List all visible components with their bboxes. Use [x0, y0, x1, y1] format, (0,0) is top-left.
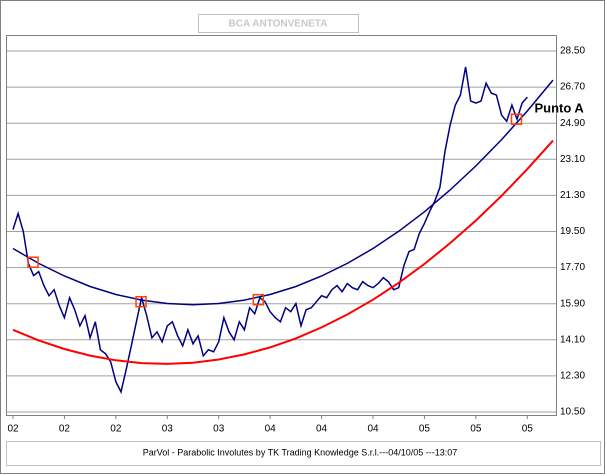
footer-box — [6, 441, 601, 466]
y-tick-label: 24.90 — [560, 118, 585, 129]
annotation: Punto A — [534, 101, 584, 116]
highlight-marker — [27, 256, 39, 268]
y-tick-label: 17.70 — [560, 262, 585, 273]
x-tick-label: 04 — [367, 424, 379, 435]
highlight-marker — [252, 293, 265, 306]
x-tick-label: 04 — [265, 424, 277, 435]
x-tick-label: 05 — [470, 424, 482, 435]
x-tick-label: 04 — [316, 424, 328, 435]
y-tick-label: 10.50 — [560, 407, 585, 418]
y-tick-label: 26.70 — [560, 82, 585, 93]
footer: ParVol - Parabolic Involutes by TK Tradi… — [143, 447, 458, 457]
x-tick-label: 03 — [162, 424, 174, 435]
chart-title: BCA ANTONVENETA — [229, 19, 328, 30]
x-tick-label: 05 — [419, 424, 431, 435]
y-tick-label: 21.30 — [560, 190, 585, 201]
x-tick-label: 03 — [213, 424, 225, 435]
line-series — [12, 66, 528, 395]
highlight-marker — [510, 113, 523, 125]
x-tick-label: 02 — [59, 424, 71, 435]
plot-frame — [6, 35, 557, 416]
title-box — [198, 14, 359, 33]
highlight-marker — [135, 295, 147, 308]
y-tick-label: 12.30 — [560, 371, 585, 382]
y-tick-label: 19.50 — [560, 226, 585, 237]
y-tick-label: 14.10 — [560, 334, 585, 345]
y-tick-label: 15.90 — [560, 298, 585, 309]
x-tick-label: 02 — [110, 424, 122, 435]
x-tick-label: 02 — [7, 424, 19, 435]
y-tick-label: 28.50 — [560, 46, 585, 57]
line-series — [12, 139, 554, 365]
y-tick-label: 23.10 — [560, 154, 585, 165]
x-tick-label: 05 — [522, 424, 534, 435]
line-series — [12, 79, 554, 306]
